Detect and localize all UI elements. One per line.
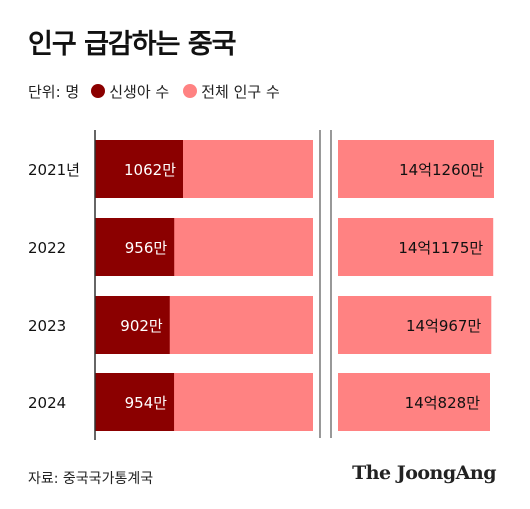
legend: 단위: 명 신생아 수 전체 인구 수 <box>28 80 294 102</box>
population-bar-right <box>338 373 490 431</box>
legend-item-population: 전체 인구 수 <box>183 81 280 102</box>
legend-item-newborns: 신생아 수 <box>91 81 169 102</box>
legend-swatch-population <box>183 84 198 98</box>
source-note: 자료: 중국국가통계국 <box>28 471 154 487</box>
newborn-bar <box>95 296 170 354</box>
newborn-value-label: 902만 <box>120 317 163 335</box>
newborn-value-label: 954만 <box>125 394 168 412</box>
newborn-bar <box>95 218 175 276</box>
category-label: 2021년 <box>28 161 80 179</box>
population-value-label: 14억1175만 <box>398 239 483 257</box>
legend-label-newborns: 신생아 수 <box>109 82 170 101</box>
unit-label: 단위: 명 <box>28 82 80 101</box>
legend-label-population: 전체 인구 수 <box>201 82 280 101</box>
newborn-value-label: 956만 <box>125 239 168 257</box>
population-value-label: 14억967만 <box>406 317 482 335</box>
population-value-label: 14억1260만 <box>399 161 484 179</box>
newborn-bar <box>95 140 183 198</box>
legend-swatch-newborns <box>91 84 106 98</box>
population-bar-right <box>338 296 492 354</box>
population-bar-right <box>338 218 494 276</box>
newborn-value-label: 1062만 <box>124 161 176 179</box>
category-label: 2023 <box>28 317 66 335</box>
category-label: 2024 <box>28 394 66 412</box>
population-value-label: 14억828만 <box>405 394 481 412</box>
category-label: 2022 <box>28 239 66 257</box>
chart-title: 인구 급감하는 중국 <box>28 29 237 60</box>
population-bar-right <box>338 140 494 198</box>
newborn-bar <box>95 373 175 431</box>
publisher-logo: The JoongAng <box>352 462 496 484</box>
